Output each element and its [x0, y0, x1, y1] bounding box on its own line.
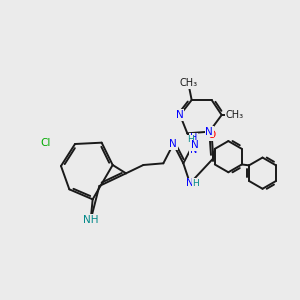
- Text: N: N: [206, 127, 213, 137]
- Text: Cl: Cl: [41, 138, 51, 148]
- Text: N: N: [176, 110, 184, 120]
- Text: CH₃: CH₃: [179, 78, 197, 88]
- Text: CH₃: CH₃: [226, 110, 244, 120]
- Text: N: N: [169, 139, 177, 149]
- Text: N: N: [186, 178, 194, 188]
- Text: O: O: [208, 130, 216, 140]
- Text: N: N: [191, 140, 199, 151]
- Text: H
N: H N: [190, 133, 197, 155]
- Text: H: H: [192, 179, 199, 188]
- Text: H: H: [187, 135, 194, 144]
- Text: NH: NH: [83, 215, 98, 225]
